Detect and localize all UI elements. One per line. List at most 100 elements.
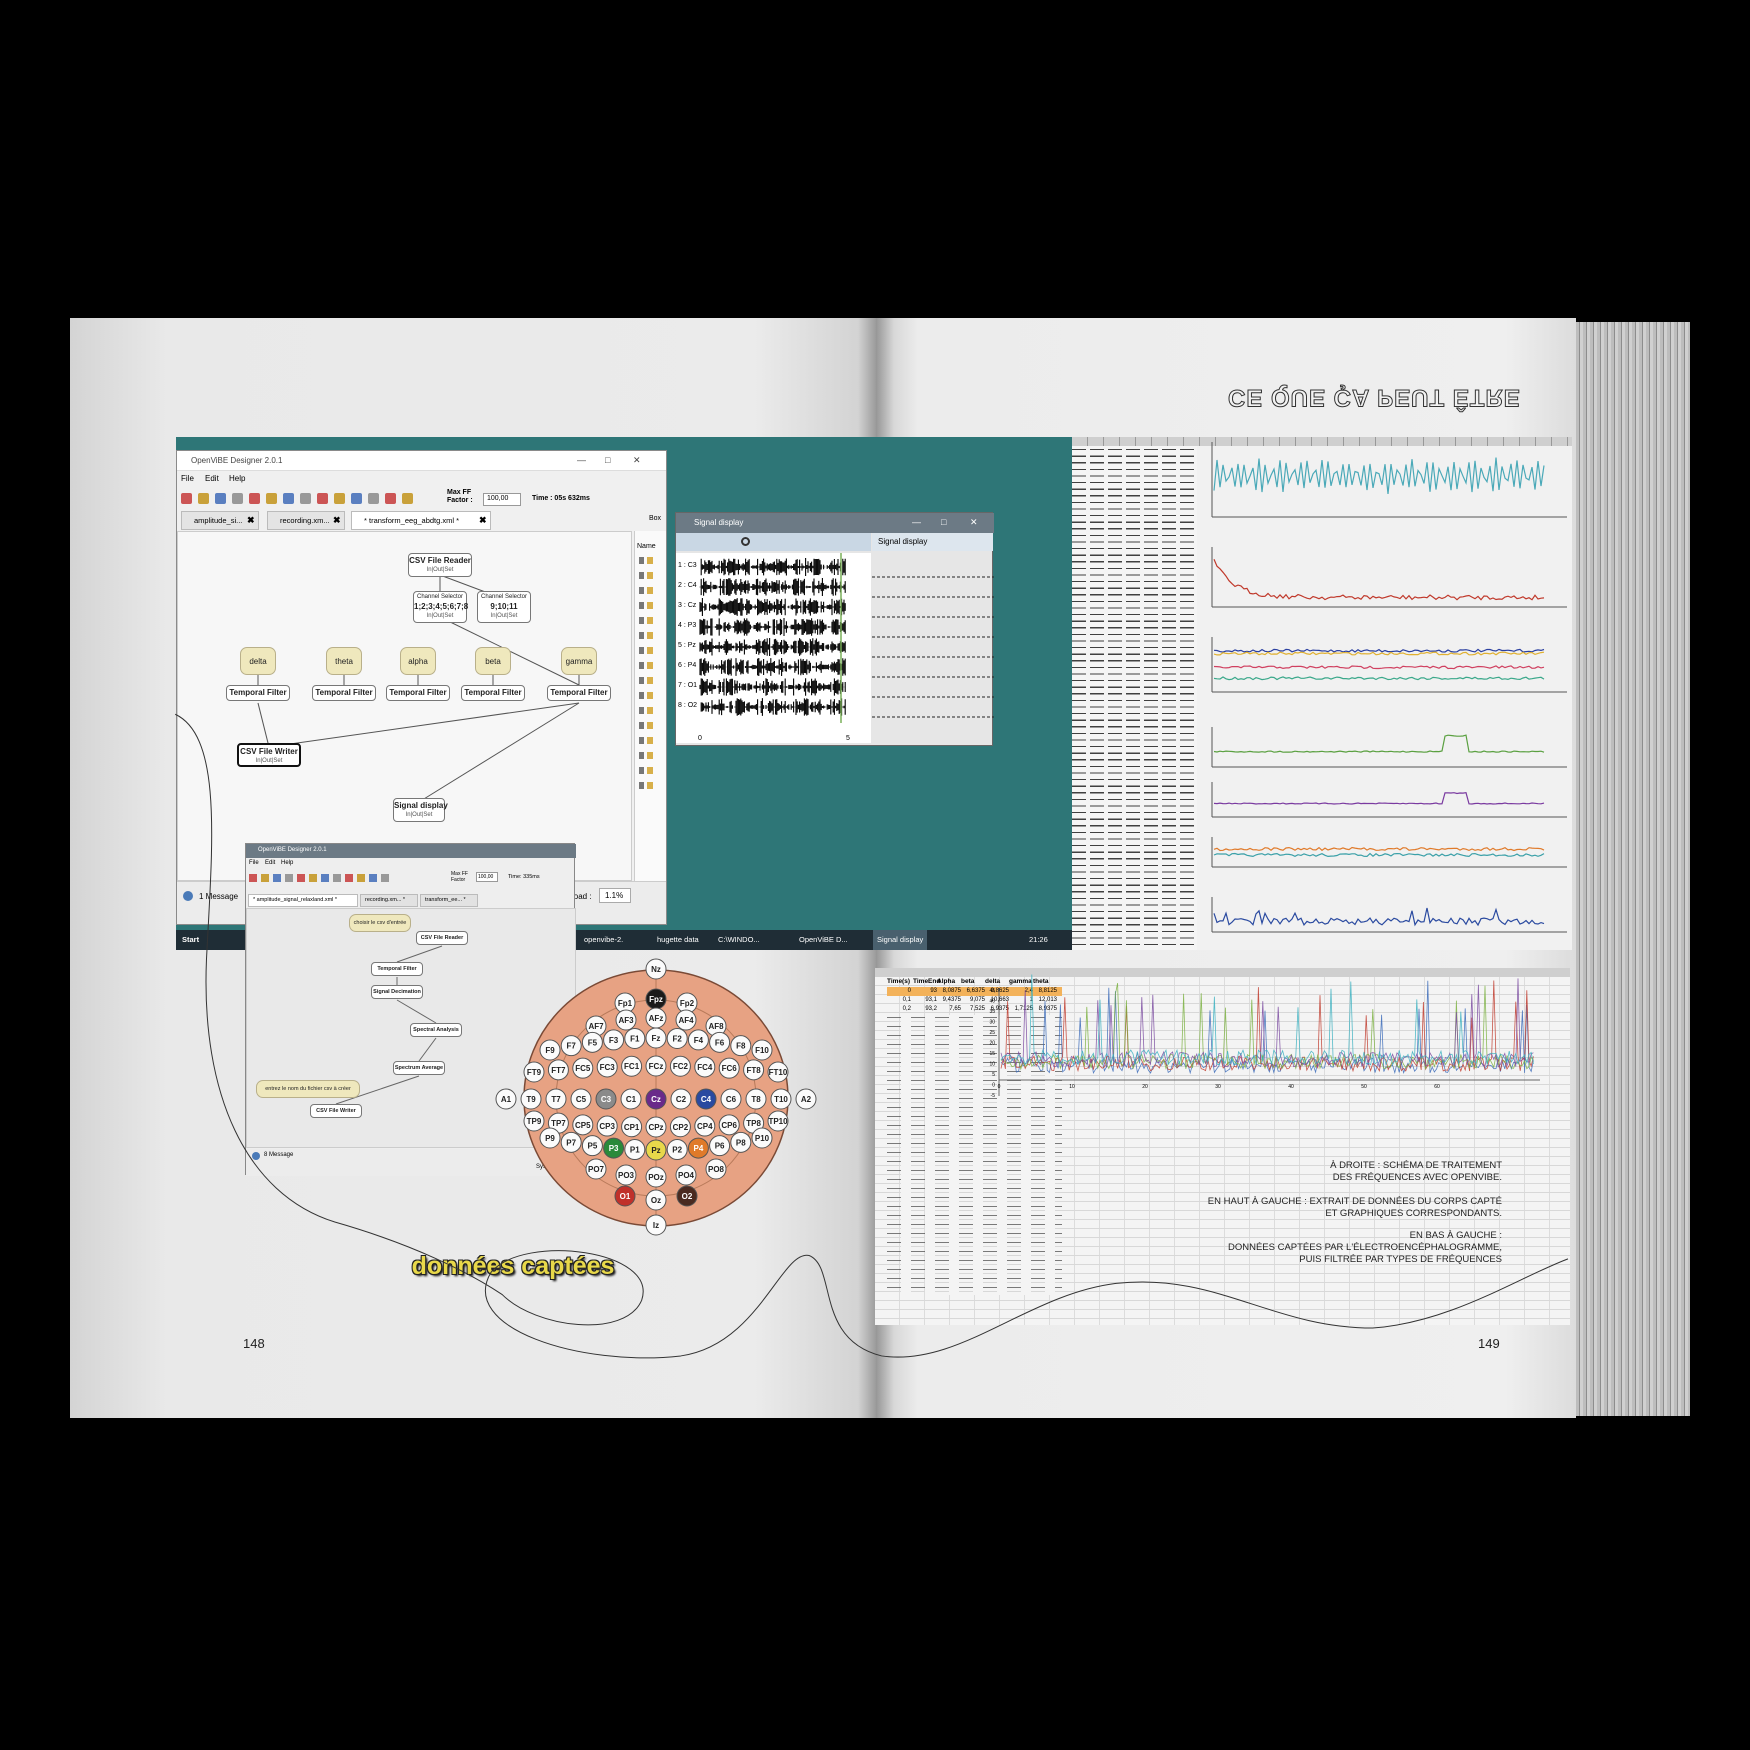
node-label: Channel Selector <box>416 594 464 600</box>
electrode <box>624 1027 646 1049</box>
electrode-label: P2 <box>672 1146 682 1155</box>
status-bar <box>246 1149 576 1176</box>
electrode-label: FT9 <box>527 1068 542 1077</box>
electrode-label: Iz <box>653 1221 659 1230</box>
node: Channel Selector 1;2;3;4;5;6;7;8 In|Out|Se… <box>413 591 469 623</box>
chart-line <box>1000 983 1534 1071</box>
toolbar-icon <box>181 493 192 504</box>
electrode-label: TP10 <box>768 1117 788 1126</box>
tree-row <box>639 782 663 789</box>
electrode <box>694 1115 716 1137</box>
caption: données captées <box>411 1252 615 1280</box>
cell: 8,9375 <box>1038 1006 1057 1012</box>
waveforms <box>699 553 994 723</box>
toolbar-icon <box>345 874 353 882</box>
node: delta <box>240 647 276 675</box>
electrode-label: T10 <box>774 1095 788 1104</box>
electrode-label: PO8 <box>708 1165 725 1174</box>
toolbar-icon <box>333 874 341 882</box>
electrode-label: F4 <box>694 1036 704 1045</box>
node-detail: 1;2;3;4;5;6;7;8 <box>414 602 469 611</box>
column-header <box>875 968 1570 977</box>
x-tick-label: 20 <box>1142 1084 1148 1090</box>
waveform <box>699 698 846 716</box>
electrode-label: FC3 <box>600 1063 616 1072</box>
node: Signal Decimation <box>371 985 423 999</box>
node-ports: In|Out|Set <box>405 812 433 818</box>
tab-close: ✖ <box>479 515 487 525</box>
channel-label: 6 : P4 <box>678 662 697 669</box>
page-number: 149 <box>1478 1336 1500 1351</box>
electrode-label: CP1 <box>624 1123 640 1132</box>
tab: amplitude_si... ✖ <box>181 511 259 530</box>
node: CSV File Writer <box>310 1104 362 1118</box>
node-label: CSV File Reader <box>409 556 471 565</box>
taskbar-item: 21:26 <box>1029 935 1048 944</box>
cell: 7,65 <box>949 1006 961 1012</box>
node: Signal display In|Out|Set <box>393 798 448 822</box>
tree-row <box>639 677 663 684</box>
y-tick-label: -5 <box>991 1093 996 1099</box>
max-ff-value: 100,00 <box>483 493 521 506</box>
electrode <box>645 958 667 980</box>
menu-item: File <box>249 860 259 866</box>
window-title: OpenViBE Designer 2.0.1 <box>191 456 283 465</box>
electrode <box>751 1039 773 1061</box>
node-label: Spectrum Average <box>394 1065 444 1071</box>
tree-row <box>639 692 663 699</box>
chart-line <box>1213 907 1545 927</box>
electrode <box>570 1088 592 1110</box>
node-label: Temporal Filter <box>389 688 447 697</box>
load-label: load : <box>572 892 592 901</box>
title-bar <box>246 844 576 858</box>
electrode-label: P10 <box>755 1134 770 1143</box>
chart-line <box>1213 559 1545 601</box>
channel-label: 4 : P3 <box>678 622 697 629</box>
note-line: À DROITE : SCHÉMA DE TRAITEMENT <box>1330 1160 1502 1171</box>
electrode <box>669 1055 691 1077</box>
electrode <box>595 1088 617 1110</box>
toolbar-icon <box>285 874 293 882</box>
electrode-label: F10 <box>755 1046 769 1055</box>
electrode <box>596 1056 618 1078</box>
electrode-label: P4 <box>694 1144 704 1153</box>
electrode-label: C3 <box>601 1095 612 1104</box>
cell: 93,1 <box>925 997 937 1003</box>
electrode <box>770 1088 792 1110</box>
electrode-label: FC1 <box>624 1062 640 1071</box>
electrode-label: FC6 <box>722 1064 738 1073</box>
note-line: DONNÉES CAPTÉES PAR L'ÉLECTROENCÉPHALOGR… <box>1227 1242 1502 1253</box>
electrode <box>624 1139 646 1161</box>
electrode-label: PO4 <box>678 1171 695 1180</box>
cell: 9,8625 <box>990 988 1009 994</box>
window-control: — <box>912 517 921 527</box>
node-ports: In|Out|Set <box>426 567 454 573</box>
link <box>418 702 580 803</box>
electrode <box>645 1055 667 1077</box>
tree-row <box>639 752 663 759</box>
electrode-label: FC2 <box>673 1062 689 1071</box>
node: Spectrum Average <box>393 1061 445 1075</box>
toolbar-icon <box>215 493 226 504</box>
node-label: CSV File Writer <box>316 1108 356 1114</box>
data-sheet-bottom: Time(s) TimeEnd Alpha beta delta gamma theta 0 9… <box>875 968 1570 1325</box>
electrode-label: P5 <box>588 1142 598 1151</box>
designer-window-2: OpenViBE Designer 2.0.1 File Edit Help Max F… <box>245 843 576 1176</box>
channel-label: 7 : O1 <box>678 682 698 689</box>
electrode-label: FC4 <box>697 1063 713 1072</box>
electrode <box>560 1035 582 1057</box>
header-cell: delta <box>985 978 1001 985</box>
toolbar-icon <box>283 493 294 504</box>
node-label: Temporal Filter <box>315 688 373 697</box>
sidebar-name: Name <box>637 543 656 550</box>
electrode <box>730 1035 752 1057</box>
electrode-label: CP6 <box>721 1121 737 1130</box>
menu-item: File <box>181 474 194 483</box>
toolbar-icon <box>198 493 209 504</box>
window-control: □ <box>941 517 947 527</box>
window-control: — <box>577 455 586 465</box>
taskbar-item: openvibe-2. <box>584 935 624 944</box>
cell: 9,4375 <box>942 997 961 1003</box>
header-cell: Alpha <box>937 978 956 985</box>
electrode-label: CP2 <box>673 1123 689 1132</box>
